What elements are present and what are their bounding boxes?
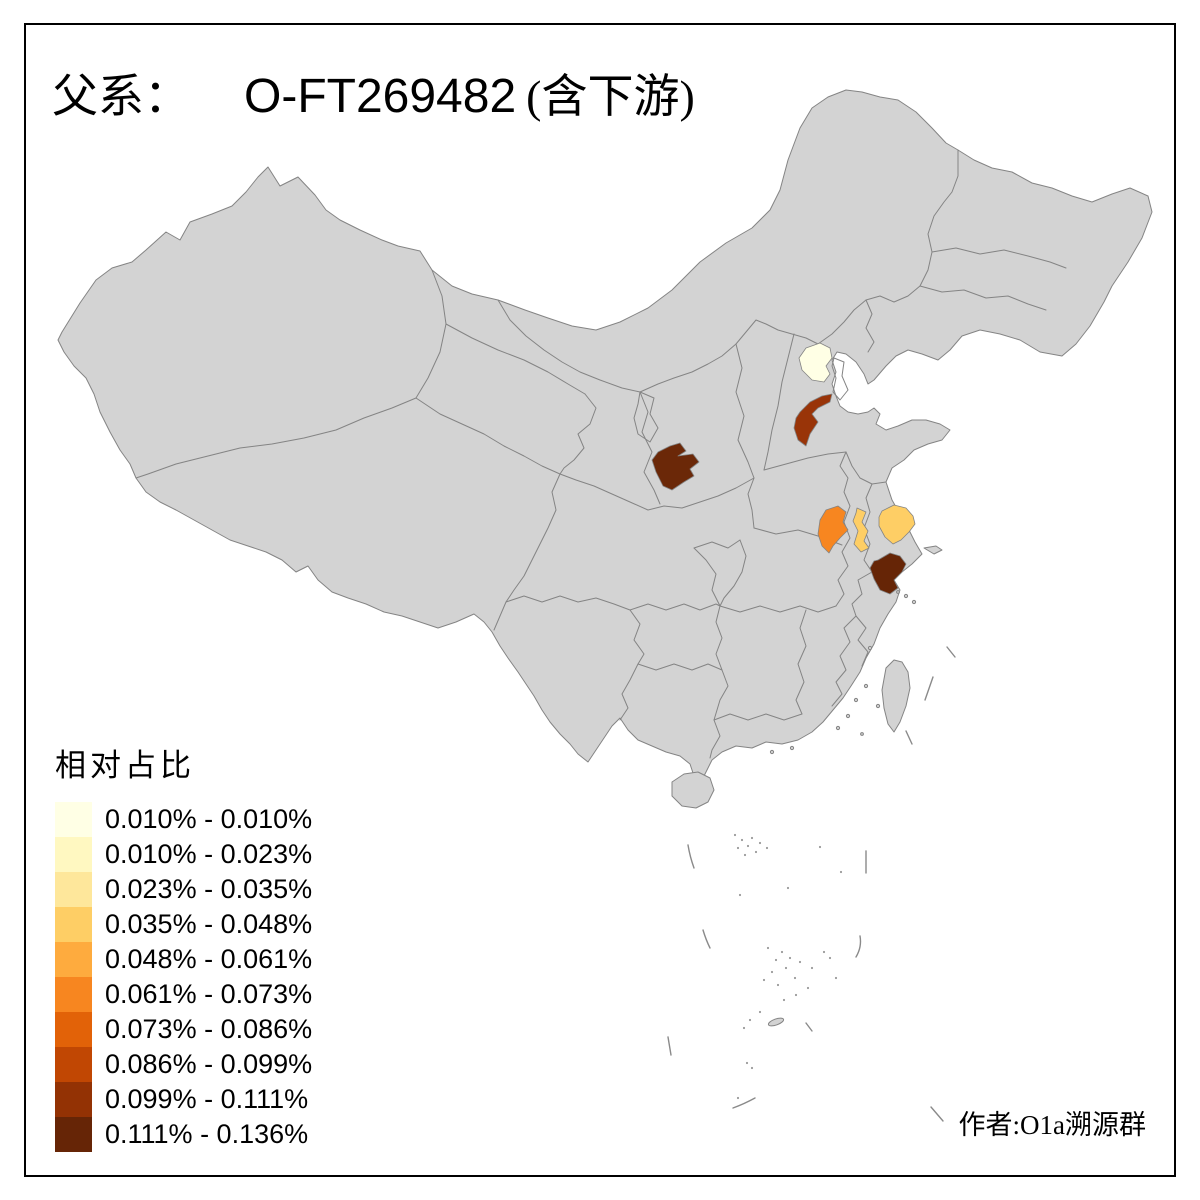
legend-swatch-5	[55, 942, 92, 977]
nine-dash-line-segments	[667, 646, 956, 1122]
legend-row-7: 0.073% - 0.086%	[55, 1012, 312, 1047]
province-border	[713, 669, 729, 721]
legend-row-4: 0.035% - 0.048%	[55, 907, 312, 942]
province-border	[747, 477, 755, 529]
province-border	[795, 609, 807, 715]
province-border	[629, 603, 721, 611]
province-border	[919, 285, 1047, 311]
highlighted-region-hebei	[793, 393, 833, 447]
province-border	[559, 393, 597, 475]
province-border	[559, 473, 755, 511]
legend-row-3: 0.023% - 0.035%	[55, 872, 312, 907]
legend-label-4: 0.035% - 0.048%	[105, 909, 313, 939]
legend-swatch-9	[55, 1082, 92, 1117]
legend-row-9: 0.099% - 0.111%	[55, 1082, 312, 1117]
highlighted-region-zhejiang	[869, 552, 907, 595]
legend-row-2: 0.010% - 0.023%	[55, 837, 312, 872]
legend-swatch-4	[55, 907, 92, 942]
title-suffix: (含下游)	[526, 71, 695, 122]
province-border	[719, 605, 837, 613]
map-title: 父系： O-FT269482 (含下游)	[52, 60, 695, 126]
title-haplogroup: O-FT269482	[244, 70, 517, 123]
legend-title: 相对占比	[55, 748, 195, 783]
province-border	[693, 547, 721, 607]
legend-label-8: 0.086% - 0.099%	[105, 1049, 313, 1079]
legend-swatch-1	[55, 802, 92, 837]
province-border	[851, 571, 873, 617]
legend-row-8: 0.086% - 0.099%	[55, 1047, 312, 1082]
title-family-label: 父系：	[52, 71, 190, 122]
province-border	[639, 319, 819, 393]
hainan-island	[671, 771, 715, 809]
legend-label-1: 0.010% - 0.010%	[105, 804, 313, 834]
province-border	[445, 323, 586, 395]
legend-label-6: 0.061% - 0.073%	[105, 979, 313, 1009]
legend-swatch-8	[55, 1047, 92, 1082]
province-border	[713, 713, 803, 721]
legend-swatch-2	[55, 837, 92, 872]
province-border	[865, 299, 875, 353]
province-border	[415, 269, 447, 399]
legend-swatch-7	[55, 1012, 92, 1047]
province-border	[497, 299, 641, 393]
province-border	[135, 397, 417, 479]
province-border	[629, 609, 645, 665]
legend-label-5: 0.048% - 0.061%	[105, 944, 313, 974]
plot-frame	[24, 23, 1176, 1177]
province-border	[709, 719, 721, 759]
province-border	[831, 615, 857, 707]
chongming-island	[923, 545, 943, 555]
province-border	[493, 473, 561, 631]
legend-swatch-6	[55, 977, 92, 1012]
legend-row-10: 0.111% - 0.136%	[55, 1117, 312, 1152]
legend-row-6: 0.061% - 0.073%	[55, 977, 312, 1012]
taiwan-island	[881, 659, 911, 733]
province-border	[639, 391, 661, 505]
province-border	[415, 397, 561, 475]
legend-label-3: 0.023% - 0.035%	[105, 874, 313, 904]
highlighted-region-anhui	[817, 505, 849, 554]
province-border	[719, 539, 747, 607]
province-border	[619, 663, 639, 721]
province-border	[505, 595, 631, 611]
south-china-sea-islets	[733, 833, 843, 1100]
province-border	[845, 451, 887, 485]
province-border	[763, 333, 795, 471]
province-border	[855, 615, 869, 667]
legend-label-9: 0.099% - 0.111%	[105, 1084, 309, 1114]
scs-bank-island	[767, 1017, 785, 1027]
province-border	[763, 451, 847, 471]
legend-row-1: 0.010% - 0.010%	[55, 802, 312, 837]
legend-label-7: 0.073% - 0.086%	[105, 1014, 313, 1044]
highlighted-region-beijing	[798, 342, 833, 383]
highlighted-region-jiangsu-west	[852, 507, 870, 553]
legend: 相对占比 0.010% - 0.010% 0.010% - 0.023% 0.023…	[55, 748, 312, 1152]
china-mainland	[57, 89, 1153, 785]
province-border	[931, 247, 1067, 269]
highlighted-region-jiangsu-east	[878, 504, 916, 545]
legend-row-5: 0.048% - 0.061%	[55, 942, 312, 977]
province-border	[735, 343, 755, 479]
legend-swatch-10	[55, 1117, 92, 1152]
legend-label-2: 0.010% - 0.023%	[105, 839, 313, 869]
province-border	[831, 357, 849, 401]
legend-swatch-3	[55, 872, 92, 907]
province-border	[633, 391, 659, 443]
highlighted-region-shaanxi	[651, 442, 700, 491]
province-border	[693, 539, 741, 549]
province-border	[715, 605, 723, 671]
province-border	[637, 663, 723, 671]
coastal-island-dots	[769, 590, 917, 755]
legend-rows: 0.010% - 0.010% 0.010% - 0.023% 0.023% - 0…	[55, 802, 312, 1152]
author-credit: 作者:O1a溯源群	[958, 1110, 1146, 1140]
legend-label-10: 0.111% - 0.136%	[105, 1119, 309, 1149]
